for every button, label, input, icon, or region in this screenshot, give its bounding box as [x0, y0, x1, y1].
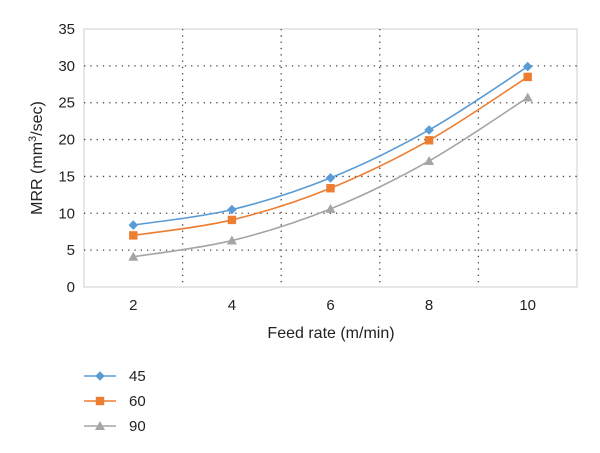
data-point	[128, 251, 139, 261]
legend: 45 60 90	[84, 368, 146, 435]
series-layer	[128, 61, 533, 261]
data-point	[325, 173, 336, 183]
series-45	[128, 61, 533, 230]
data-point	[424, 125, 434, 135]
y-tick-label: 10	[58, 205, 75, 222]
series-90	[128, 92, 533, 261]
data-point	[129, 231, 138, 240]
y-tick-label: 5	[67, 242, 75, 259]
data-point	[424, 155, 435, 165]
x-tick-label: 6	[326, 297, 334, 314]
data-point	[227, 204, 237, 215]
y-tick-label: 20	[58, 132, 75, 149]
y-tick-label: 35	[58, 21, 75, 38]
legend-label: 45	[129, 368, 146, 385]
data-point	[128, 220, 139, 230]
data-point	[424, 136, 434, 145]
x-axis-ticks: 2 4 6 8 10	[129, 297, 536, 314]
plot-area	[83, 28, 578, 288]
y-tick-label: 30	[58, 58, 75, 75]
legend-item: 90	[84, 418, 146, 435]
x-tick-label: 10	[519, 297, 536, 314]
series-60	[129, 72, 532, 240]
legend-marker	[95, 421, 105, 430]
legend-item: 45	[84, 368, 146, 385]
y-axis-ticks: 0 5 10 15 20 25 30 35	[58, 21, 75, 296]
x-axis-title: Feed rate (m/min)	[267, 325, 394, 342]
legend-marker	[95, 396, 105, 406]
y-tick-label: 15	[58, 168, 75, 185]
x-tick-label: 2	[129, 297, 137, 314]
data-point	[227, 215, 237, 225]
x-tick-label: 8	[425, 297, 433, 314]
y-axis-title-prefix: MRR (mm	[29, 142, 46, 215]
y-axis-title-superscript: 3	[27, 136, 39, 142]
x-tick-label: 4	[228, 297, 236, 314]
legend-marker	[95, 371, 105, 381]
y-tick-label: 0	[67, 279, 75, 296]
data-point	[523, 72, 532, 82]
data-point	[522, 61, 533, 72]
data-point	[226, 235, 237, 245]
data-point	[325, 203, 336, 213]
gridlines	[84, 29, 577, 287]
data-point	[326, 184, 335, 193]
legend-label: 90	[129, 418, 146, 435]
y-axis-title: MRR (mm3/sec)	[27, 101, 46, 215]
data-point	[522, 92, 533, 102]
y-tick-label: 25	[58, 95, 75, 112]
legend-item: 60	[84, 393, 146, 410]
legend-label: 60	[129, 393, 146, 410]
y-axis-title-suffix: /sec)	[29, 101, 46, 136]
